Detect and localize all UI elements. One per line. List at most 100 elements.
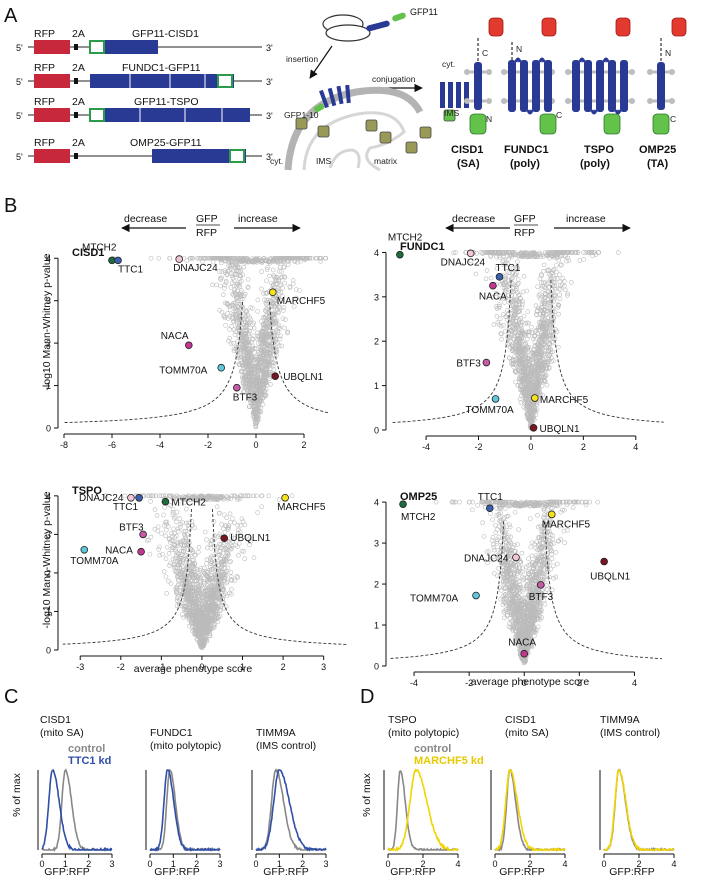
protein-name: CISD1 — [451, 144, 483, 156]
data-point — [577, 258, 583, 263]
gfp-barrel-icon — [539, 113, 557, 135]
tm-helix — [572, 60, 580, 112]
data-point — [242, 374, 248, 380]
data-point — [279, 343, 284, 349]
data-point — [274, 328, 279, 333]
data-point — [227, 511, 233, 517]
data-point — [163, 574, 169, 579]
data-point — [261, 291, 266, 296]
gene-label-marchf5: MARCHF5 — [277, 296, 326, 307]
highlight-point-ubqln1 — [220, 534, 229, 543]
y-tick-label: 0 — [46, 646, 51, 656]
data-point — [304, 255, 309, 261]
data-point — [251, 333, 256, 339]
data-point — [175, 529, 181, 534]
y-tick-label: 0 — [374, 426, 379, 436]
tm-helix — [508, 60, 516, 112]
y-tick-label: 2 — [46, 568, 51, 578]
data-point — [166, 551, 172, 556]
data-point — [234, 295, 239, 301]
data-point — [264, 371, 269, 377]
data-point — [204, 561, 209, 566]
data-point — [207, 542, 213, 547]
data-point — [233, 329, 238, 335]
data-point — [521, 313, 527, 319]
data-point — [245, 320, 250, 326]
five-prime-label: 5' — [16, 111, 23, 121]
data-point — [261, 256, 266, 261]
data-point — [289, 493, 295, 499]
significance-threshold — [64, 301, 244, 423]
data-point — [255, 350, 261, 355]
data-point — [243, 323, 249, 329]
gfp1-10-label: GFP1-10 — [284, 110, 319, 120]
data-point — [292, 259, 298, 265]
data-point — [519, 325, 524, 331]
data-point — [275, 340, 280, 346]
data-point — [488, 511, 493, 516]
data-point — [293, 287, 299, 292]
protein-class: (poly) — [510, 158, 540, 170]
data-point — [181, 614, 186, 620]
t2a-label: 2A — [72, 28, 85, 40]
data-point — [270, 300, 276, 306]
tm-helix — [596, 60, 604, 112]
data-point — [189, 255, 195, 261]
data-point — [248, 360, 254, 366]
data-point — [157, 544, 162, 550]
data-point — [261, 344, 267, 350]
data-point — [217, 307, 223, 313]
highlight-point-marchf5 — [531, 394, 539, 402]
data-point — [270, 341, 276, 346]
y-tick-label: 0 — [374, 662, 379, 672]
topology-omp25: N C OMP25 (TA) — [639, 17, 687, 170]
data-point — [290, 278, 296, 283]
data-point — [230, 516, 235, 521]
data-point — [262, 297, 267, 303]
data-point — [237, 273, 243, 278]
construct-fundc1-gfp11: 5' 3' RFP 2A FUNDC1-GFP11 — [16, 62, 273, 88]
y-tick-label: 3 — [46, 296, 51, 306]
data-point — [266, 259, 272, 265]
data-point — [253, 409, 259, 415]
ratio-numerator: GFP — [514, 213, 536, 225]
data-point — [244, 361, 250, 366]
data-point — [221, 313, 227, 318]
gene-label-btf3: BTF3 — [233, 393, 258, 404]
construct-name: GFP11-CISD1 — [132, 28, 199, 40]
y-tick-label: 1 — [374, 621, 379, 631]
data-point — [223, 255, 229, 261]
data-point — [253, 421, 259, 426]
data-point — [251, 325, 257, 331]
data-point — [232, 290, 238, 296]
gene-segment — [90, 40, 158, 54]
data-point — [250, 305, 255, 311]
highlight-point-marchf5 — [268, 288, 277, 296]
x-tick-label: 4 — [633, 442, 638, 452]
data-point — [501, 322, 506, 328]
gene-label-tomm70a: TOMM70A — [70, 556, 118, 567]
x-tick-label: -3 — [76, 662, 84, 672]
data-point — [245, 277, 251, 282]
x-tick-label: 0 — [528, 442, 533, 452]
data-point — [557, 296, 563, 302]
data-point — [544, 382, 550, 388]
data-point — [274, 333, 280, 339]
data-point — [250, 413, 256, 419]
data-point — [223, 270, 228, 275]
data-point — [174, 509, 180, 515]
data-point — [241, 338, 247, 344]
data-point — [250, 389, 256, 394]
data-point — [269, 280, 274, 286]
data-point — [290, 281, 296, 287]
rfp-segment — [34, 40, 70, 54]
data-point — [208, 546, 214, 551]
data-point — [261, 354, 267, 359]
t2a-segment — [74, 112, 78, 118]
significance-threshold — [211, 508, 349, 645]
gene-label-ubqln1: UBQLN1 — [230, 533, 270, 544]
gfp-barrel-icon — [469, 113, 487, 135]
data-point — [258, 398, 263, 403]
data-point — [244, 328, 249, 333]
